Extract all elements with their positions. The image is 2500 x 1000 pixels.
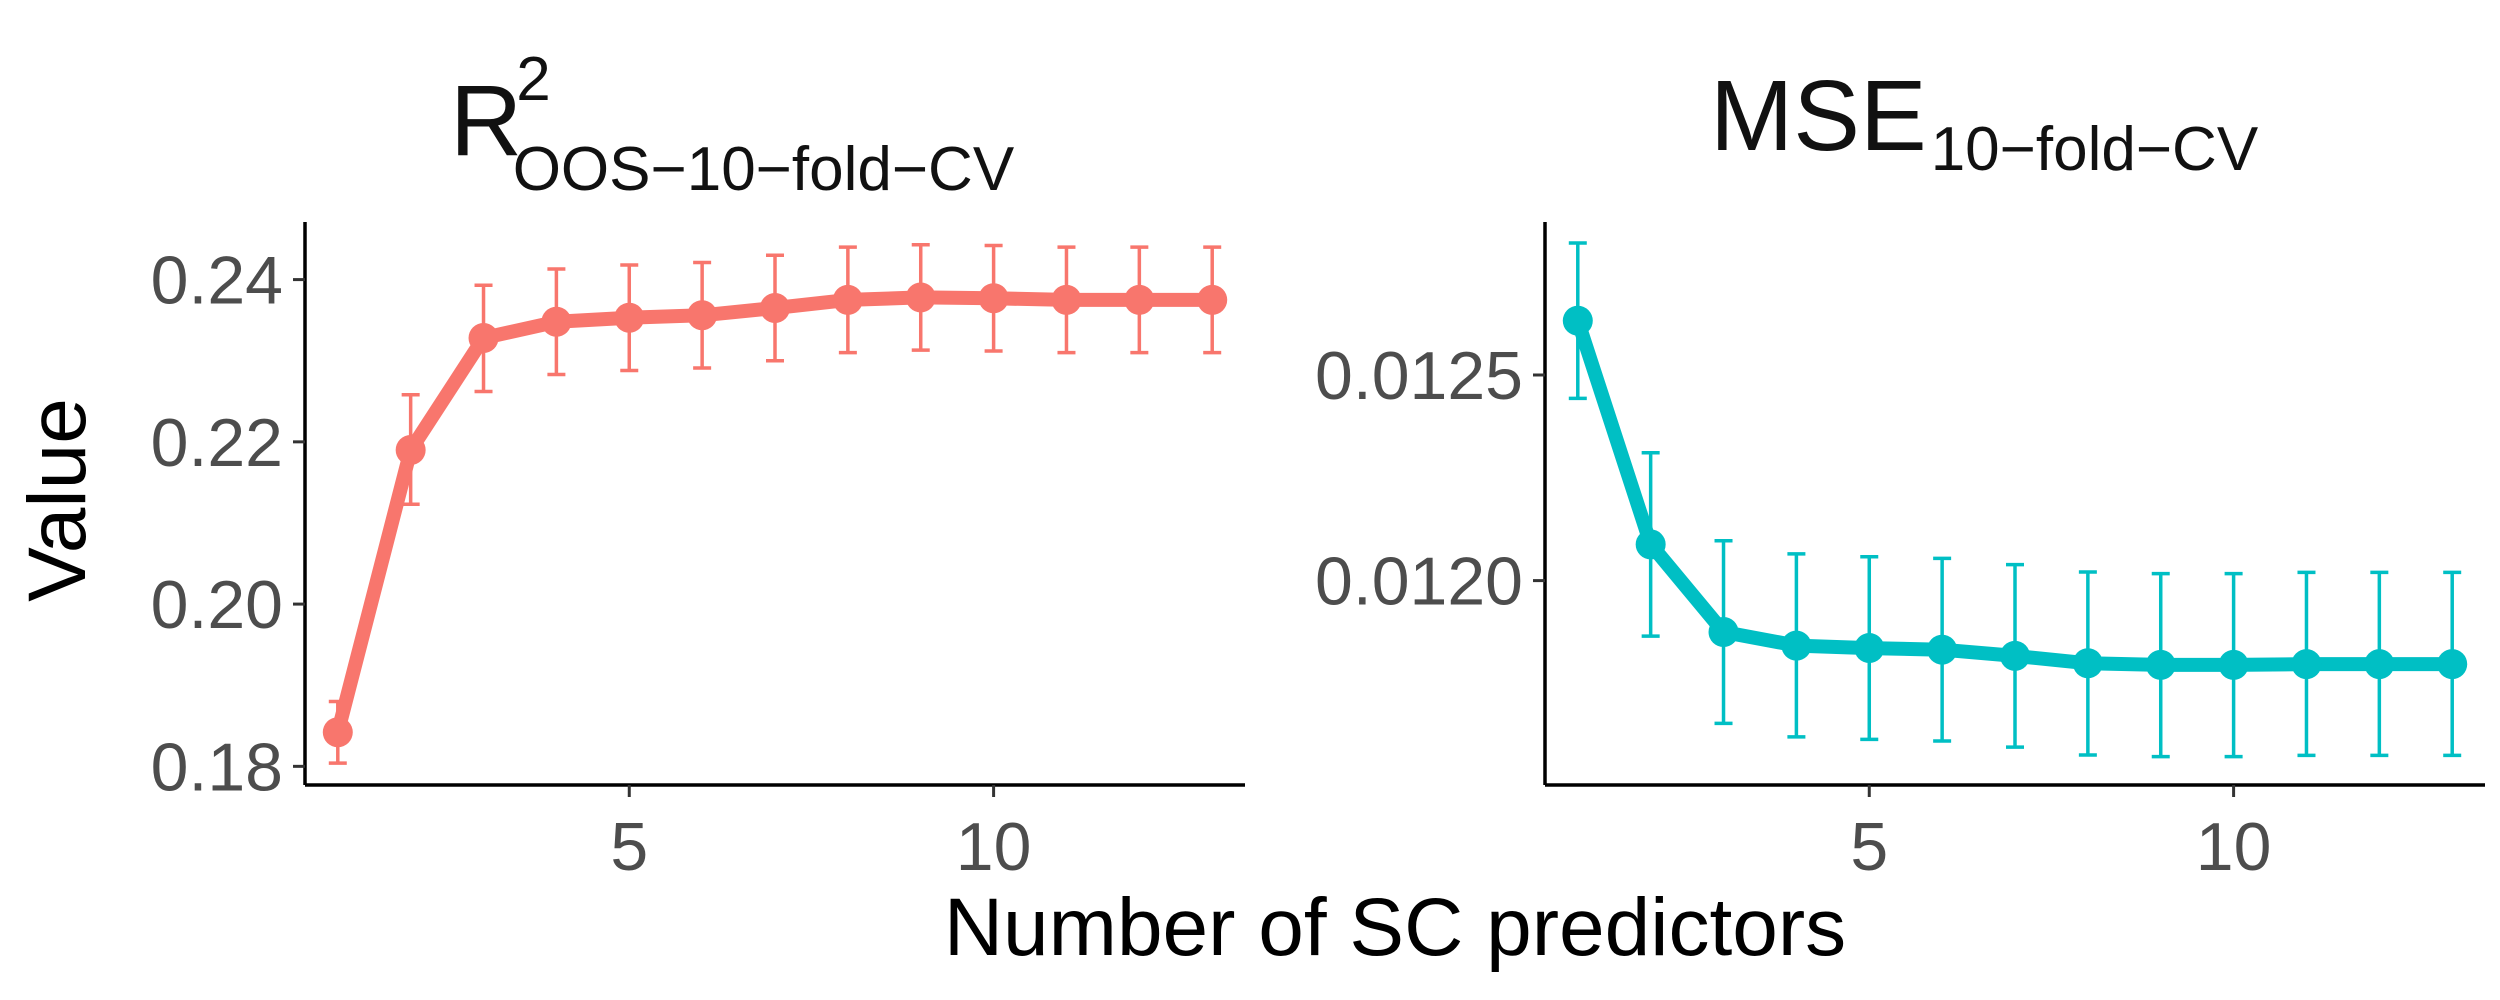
panel-2-title-subscript: 10−fold−CV <box>1931 115 2259 184</box>
data-point <box>468 323 499 354</box>
data-point <box>395 434 426 465</box>
data-point <box>614 302 645 333</box>
x-tick-label: 10 <box>2196 809 2272 885</box>
data-point <box>1708 617 1739 648</box>
data-point <box>832 284 863 315</box>
data-point <box>2000 640 2030 671</box>
x-axis-title: Number of SC predictors <box>944 882 1846 973</box>
data-point <box>760 292 790 323</box>
data-point <box>1197 284 1228 315</box>
panel-1-title-main: R <box>450 65 522 177</box>
x-tick-label: 5 <box>1850 809 1888 885</box>
y-tick-label: 0.0120 <box>1315 544 1523 620</box>
data-point <box>2072 648 2103 679</box>
y-tick-label: 0.20 <box>151 567 283 643</box>
panel-1-title: R2 OOS−10−fold−CV <box>450 45 1015 204</box>
data-point <box>1854 633 1885 664</box>
panel-mse: 0.0120 0.0125 5 10 <box>1315 222 2485 885</box>
data-point <box>1562 305 1593 336</box>
y-tick-label: 0.0125 <box>1315 338 1523 414</box>
data-point <box>1927 634 1958 665</box>
data-point <box>2364 649 2395 680</box>
data-point <box>322 717 353 748</box>
panel-2-title: MSE10−fold−CV <box>1710 60 2259 184</box>
data-point <box>2145 649 2176 680</box>
data-point <box>1635 529 1666 560</box>
x-tick-label: 5 <box>610 809 648 885</box>
data-point <box>2291 649 2322 680</box>
panel-1-title-subscript: OOS−10−fold−CV <box>513 135 1015 204</box>
panel-1-title-superscript: 2 <box>516 45 550 114</box>
data-point <box>2218 649 2249 680</box>
data-point <box>2437 649 2468 680</box>
y-tick-label: 0.22 <box>151 405 283 481</box>
y-axis-title: Value <box>12 398 103 602</box>
data-point <box>905 282 936 313</box>
panel-2-title-main: MSE <box>1710 60 1927 172</box>
panel-r2: 0.18 0.20 0.22 0.24 5 10 <box>151 222 1245 885</box>
x-tick-label: 10 <box>956 809 1032 885</box>
data-point <box>687 300 718 331</box>
data-point <box>978 283 1009 314</box>
data-point <box>1781 630 1812 661</box>
data-point <box>541 306 572 337</box>
y-tick-label: 0.24 <box>151 243 283 319</box>
data-point <box>1124 284 1155 315</box>
y-tick-label: 0.18 <box>151 729 283 805</box>
data-point <box>1051 284 1082 315</box>
